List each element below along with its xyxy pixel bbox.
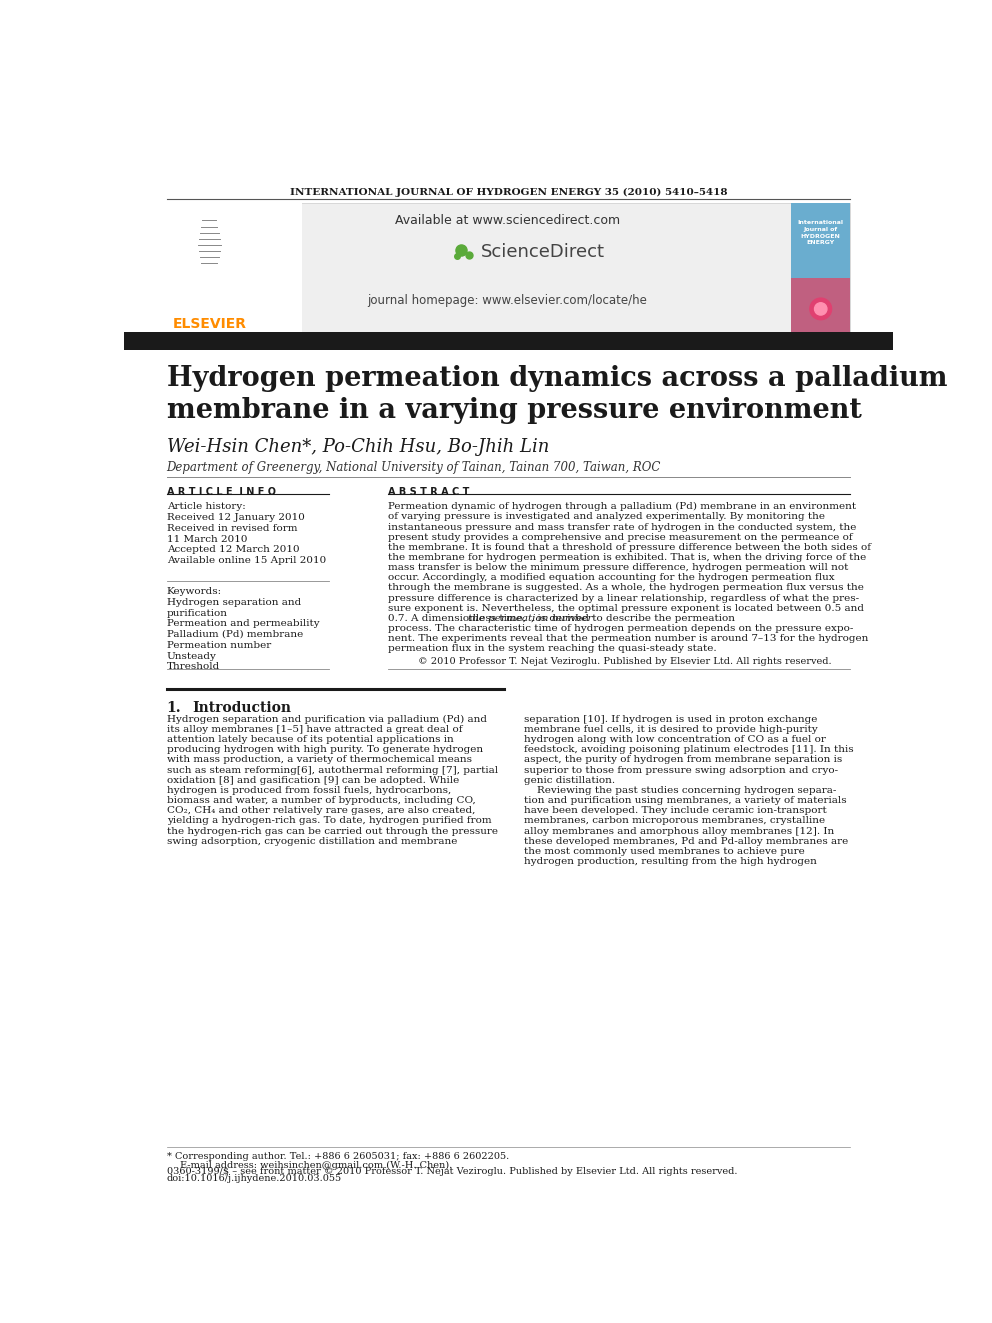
Text: separation [10]. If hydrogen is used in proton exchange: separation [10]. If hydrogen is used in … bbox=[524, 714, 817, 724]
Text: mass transfer is below the minimum pressure difference, hydrogen permeation will: mass transfer is below the minimum press… bbox=[388, 564, 848, 572]
Text: ScienceDirect: ScienceDirect bbox=[480, 243, 604, 262]
Text: present study provides a comprehensive and precise measurement on the permeance : present study provides a comprehensive a… bbox=[388, 533, 852, 541]
Circle shape bbox=[814, 303, 827, 315]
Text: the most commonly used membranes to achieve pure: the most commonly used membranes to achi… bbox=[524, 847, 805, 856]
Text: Received 12 January 2010: Received 12 January 2010 bbox=[167, 513, 305, 523]
Text: E-mail address: weihsinchen@gmail.com (W.-H. Chen).: E-mail address: weihsinchen@gmail.com (W… bbox=[180, 1162, 452, 1171]
Text: membrane fuel cells, it is desired to provide high-purity: membrane fuel cells, it is desired to pr… bbox=[524, 725, 817, 734]
Text: these developed membranes, Pd and Pd-alloy membranes are: these developed membranes, Pd and Pd-all… bbox=[524, 836, 848, 845]
Text: hydrogen production, resulting from the high hydrogen: hydrogen production, resulting from the … bbox=[524, 857, 816, 867]
Text: membranes, carbon microporous membranes, crystalline: membranes, carbon microporous membranes,… bbox=[524, 816, 825, 826]
Text: yielding a hydrogen-rich gas. To date, hydrogen purified from: yielding a hydrogen-rich gas. To date, h… bbox=[167, 816, 491, 826]
Text: Accepted 12 March 2010: Accepted 12 March 2010 bbox=[167, 545, 300, 554]
Text: , is derived to describe the permeation: , is derived to describe the permeation bbox=[531, 614, 735, 623]
Text: © 2010 Professor T. Nejat Veziroglu. Published by Elsevier Ltd. All rights reser: © 2010 Professor T. Nejat Veziroglu. Pub… bbox=[419, 658, 832, 665]
Text: Department of Greenergy, National University of Tainan, Tainan 700, Taiwan, ROC: Department of Greenergy, National Univer… bbox=[167, 460, 661, 474]
Text: superior to those from pressure swing adsorption and cryo-: superior to those from pressure swing ad… bbox=[524, 766, 838, 774]
Text: aspect, the purity of hydrogen from membrane separation is: aspect, the purity of hydrogen from memb… bbox=[524, 755, 842, 765]
Text: the permeation number: the permeation number bbox=[468, 614, 592, 623]
Text: Permeation number: Permeation number bbox=[167, 640, 271, 650]
Text: 0360-3199/$ – see front matter © 2010 Professor T. Nejat Veziroglu. Published by: 0360-3199/$ – see front matter © 2010 Pr… bbox=[167, 1167, 737, 1176]
Bar bbox=[791, 202, 850, 332]
Text: 11 March 2010: 11 March 2010 bbox=[167, 534, 247, 544]
Text: 1.: 1. bbox=[167, 701, 182, 714]
Text: with mass production, a variety of thermochemical means: with mass production, a variety of therm… bbox=[167, 755, 471, 765]
Text: A R T I C L E  I N F O: A R T I C L E I N F O bbox=[167, 487, 276, 496]
Text: occur. Accordingly, a modified equation accounting for the hydrogen permeation f: occur. Accordingly, a modified equation … bbox=[388, 573, 834, 582]
Text: Article history:: Article history: bbox=[167, 503, 245, 511]
Text: Wei-Hsin Chen*, Po-Chih Hsu, Bo-Jhih Lin: Wei-Hsin Chen*, Po-Chih Hsu, Bo-Jhih Lin bbox=[167, 438, 549, 455]
Text: Permeation dynamic of hydrogen through a palladium (Pd) membrane in an environme: Permeation dynamic of hydrogen through a… bbox=[388, 503, 856, 511]
Text: nent. The experiments reveal that the permeation number is around 7–13 for the h: nent. The experiments reveal that the pe… bbox=[388, 634, 868, 643]
Text: the hydrogen-rich gas can be carried out through the pressure: the hydrogen-rich gas can be carried out… bbox=[167, 827, 498, 836]
Text: doi:10.1016/j.ijhydene.2010.03.055: doi:10.1016/j.ijhydene.2010.03.055 bbox=[167, 1175, 342, 1183]
Text: * Corresponding author. Tel.: +886 6 2605031; fax: +886 6 2602205.: * Corresponding author. Tel.: +886 6 260… bbox=[167, 1152, 509, 1162]
Text: sure exponent is. Nevertheless, the optimal pressure exponent is located between: sure exponent is. Nevertheless, the opti… bbox=[388, 603, 863, 613]
Text: pressure difference is characterized by a linear relationship, regardless of wha: pressure difference is characterized by … bbox=[388, 594, 859, 603]
Text: Available online 15 April 2010: Available online 15 April 2010 bbox=[167, 556, 326, 565]
Circle shape bbox=[809, 298, 831, 320]
Text: feedstock, avoiding poisoning platinum electrodes [11]. In this: feedstock, avoiding poisoning platinum e… bbox=[524, 745, 853, 754]
Text: Available at www.sciencedirect.com: Available at www.sciencedirect.com bbox=[395, 214, 620, 228]
Text: process. The characteristic time of hydrogen permeation depends on the pressure : process. The characteristic time of hydr… bbox=[388, 624, 853, 634]
Text: producing hydrogen with high purity. To generate hydrogen: producing hydrogen with high purity. To … bbox=[167, 745, 483, 754]
Bar bbox=[167, 202, 303, 332]
Text: A B S T R A C T: A B S T R A C T bbox=[388, 487, 469, 496]
Text: Introduction: Introduction bbox=[192, 701, 292, 714]
Text: genic distillation.: genic distillation. bbox=[524, 775, 615, 785]
Text: biomass and water, a number of byproducts, including CO,: biomass and water, a number of byproduct… bbox=[167, 796, 475, 804]
Text: through the membrane is suggested. As a whole, the hydrogen permeation flux vers: through the membrane is suggested. As a … bbox=[388, 583, 863, 593]
Bar bbox=[124, 332, 893, 349]
Text: such as steam reforming[6], autothermal reforming [7], partial: such as steam reforming[6], autothermal … bbox=[167, 766, 498, 774]
Text: journal homepage: www.elsevier.com/locate/he: journal homepage: www.elsevier.com/locat… bbox=[368, 294, 648, 307]
Text: International
Journal of
HYDROGEN
ENERGY: International Journal of HYDROGEN ENERGY bbox=[798, 221, 844, 245]
Text: of varying pressure is investigated and analyzed experimentally. By monitoring t: of varying pressure is investigated and … bbox=[388, 512, 824, 521]
Text: 0.7. A dimensionless time,: 0.7. A dimensionless time, bbox=[388, 614, 529, 623]
Text: hydrogen is produced from fossil fuels, hydrocarbons,: hydrogen is produced from fossil fuels, … bbox=[167, 786, 451, 795]
Text: Threshold: Threshold bbox=[167, 663, 220, 671]
Text: tion and purification using membranes, a variety of materials: tion and purification using membranes, a… bbox=[524, 796, 846, 804]
Text: Permeation and permeability: Permeation and permeability bbox=[167, 619, 319, 628]
Text: Palladium (Pd) membrane: Palladium (Pd) membrane bbox=[167, 630, 303, 639]
Text: instantaneous pressure and mass transfer rate of hydrogen in the conducted syste: instantaneous pressure and mass transfer… bbox=[388, 523, 856, 532]
Text: Keywords:: Keywords: bbox=[167, 587, 222, 595]
Text: INTERNATIONAL JOURNAL OF HYDROGEN ENERGY 35 (2010) 5410–5418: INTERNATIONAL JOURNAL OF HYDROGEN ENERGY… bbox=[290, 188, 727, 197]
Text: Reviewing the past studies concerning hydrogen separa-: Reviewing the past studies concerning hy… bbox=[524, 786, 836, 795]
Text: attention lately because of its potential applications in: attention lately because of its potentia… bbox=[167, 736, 453, 744]
Text: Hydrogen permeation dynamics across a palladium
membrane in a varying pressure e: Hydrogen permeation dynamics across a pa… bbox=[167, 365, 947, 425]
Text: oxidation [8] and gasification [9] can be adopted. While: oxidation [8] and gasification [9] can b… bbox=[167, 775, 459, 785]
Bar bbox=[167, 202, 850, 332]
Bar bbox=[791, 278, 850, 332]
Text: swing adsorption, cryogenic distillation and membrane: swing adsorption, cryogenic distillation… bbox=[167, 836, 457, 845]
Text: CO₂, CH₄ and other relatively rare gases, are also created,: CO₂, CH₄ and other relatively rare gases… bbox=[167, 806, 475, 815]
Text: permeation flux in the system reaching the quasi-steady state.: permeation flux in the system reaching t… bbox=[388, 644, 716, 654]
Text: alloy membranes and amorphous alloy membranes [12]. In: alloy membranes and amorphous alloy memb… bbox=[524, 827, 834, 836]
Text: Received in revised form: Received in revised form bbox=[167, 524, 298, 533]
Text: have been developed. They include ceramic ion-transport: have been developed. They include cerami… bbox=[524, 806, 826, 815]
Text: ELSEVIER: ELSEVIER bbox=[173, 316, 246, 331]
Text: Unsteady: Unsteady bbox=[167, 651, 216, 660]
Text: Hydrogen separation and purification via palladium (Pd) and: Hydrogen separation and purification via… bbox=[167, 714, 487, 724]
Text: hydrogen along with low concentration of CO as a fuel or: hydrogen along with low concentration of… bbox=[524, 736, 825, 744]
Text: the membrane for hydrogen permeation is exhibited. That is, when the driving for: the membrane for hydrogen permeation is … bbox=[388, 553, 866, 562]
Text: its alloy membranes [1–5] have attracted a great deal of: its alloy membranes [1–5] have attracted… bbox=[167, 725, 462, 734]
Text: Hydrogen separation and
purification: Hydrogen separation and purification bbox=[167, 598, 301, 618]
Text: the membrane. It is found that a threshold of pressure difference between the bo: the membrane. It is found that a thresho… bbox=[388, 542, 871, 552]
